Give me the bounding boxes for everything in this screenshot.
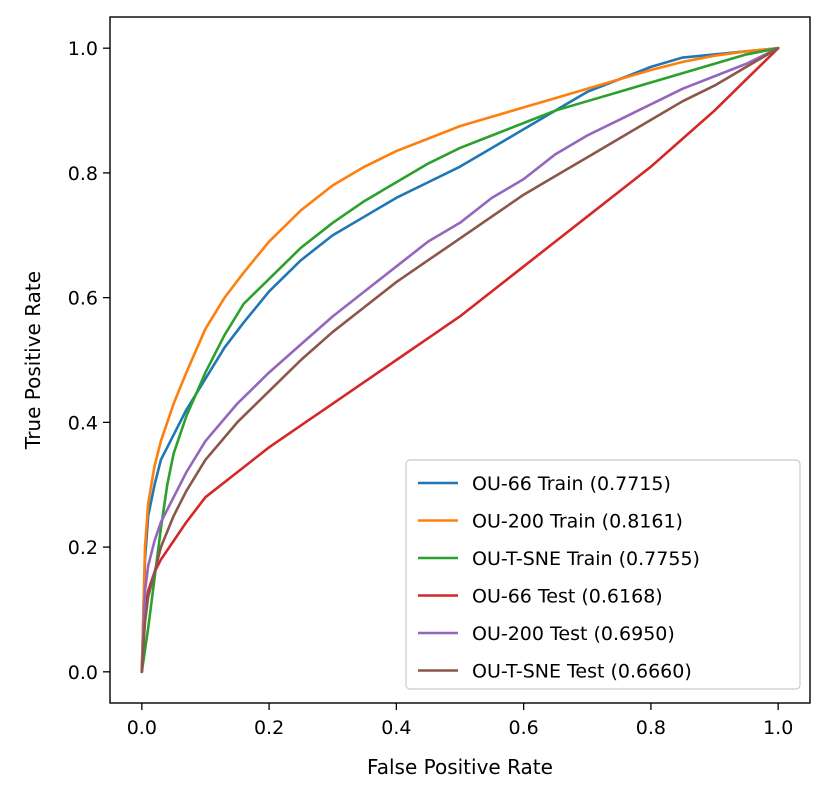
- legend-label: OU-T-SNE Test (0.6660): [472, 661, 692, 683]
- legend-label: OU-200 Test (0.6950): [472, 623, 675, 645]
- legend-label: OU-T-SNE Train (0.7755): [472, 548, 700, 570]
- y-tick-label: 0.0: [68, 662, 98, 684]
- x-tick-label: 0.6: [509, 717, 539, 739]
- y-tick-label: 0.4: [68, 412, 98, 434]
- legend-label: OU-66 Test (0.6168): [472, 586, 663, 608]
- y-tick-label: 0.8: [68, 163, 98, 185]
- legend-label: OU-66 Train (0.7715): [472, 473, 671, 495]
- axis-ticks: 0.0 0.2 0.4 0.6 0.8 1.0 0.0 0.2 0.4 0.6 0.8 1.0: [68, 38, 794, 739]
- x-tick-label: 0.0: [127, 717, 157, 739]
- series-line-3: [140, 46, 780, 674]
- axes-frame: [109, 16, 811, 704]
- series-line-2: [140, 46, 780, 674]
- series-line-6: [140, 46, 780, 674]
- y-axis-label: True Positive Rate: [21, 271, 45, 450]
- x-tick-label: 1.0: [763, 717, 793, 739]
- y-tick-label: 1.0: [68, 38, 98, 60]
- y-tick-label: 0.6: [68, 288, 98, 310]
- x-tick-label: 0.2: [254, 717, 284, 739]
- y-tick-label: 0.2: [68, 537, 98, 559]
- x-tick-label: 0.4: [381, 717, 411, 739]
- series-line-5: [140, 46, 780, 674]
- plot-area: [140, 46, 780, 674]
- series-line-4: [140, 46, 780, 674]
- series-line-1: [140, 46, 780, 674]
- x-axis-label: False Positive Rate: [367, 755, 553, 779]
- legend: OU-66 Train (0.7715) OU-200 Train (0.8161…: [405, 459, 801, 690]
- x-tick-label: 0.8: [636, 717, 666, 739]
- legend-box: [405, 459, 801, 690]
- legend-label: OU-200 Train (0.8161): [472, 511, 683, 533]
